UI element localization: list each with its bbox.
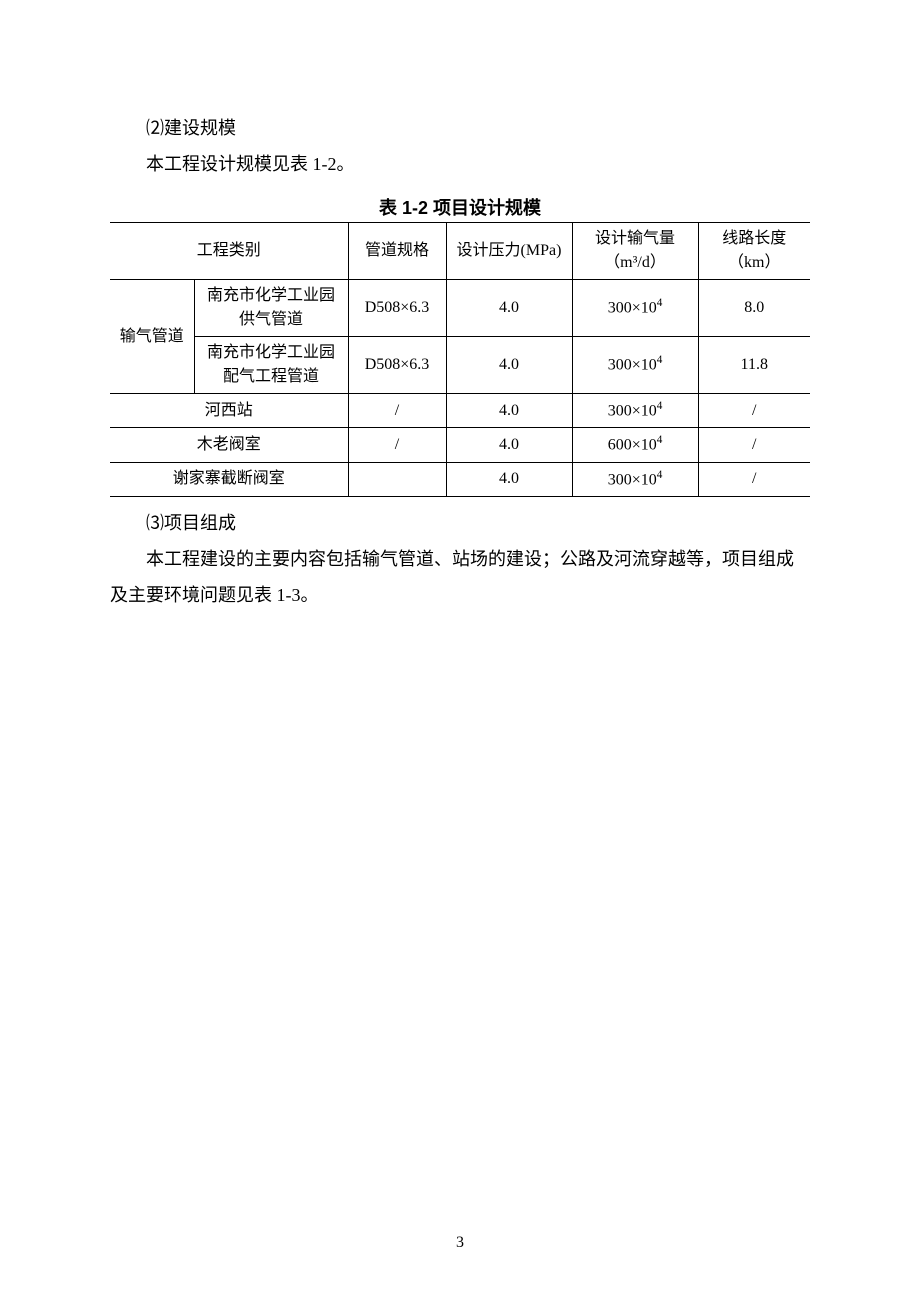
cell-flow-exp: 4 — [657, 469, 663, 481]
col-design-flow: 设计输气量 （m³/d） — [572, 223, 698, 280]
cell-length: 11.8 — [698, 337, 810, 394]
cell-name: 谢家寨截断阀室 — [110, 462, 348, 496]
col-design-flow-l2: （m³/d） — [604, 254, 666, 271]
cell-flow-pre: 300×10 — [608, 471, 657, 488]
col-line-length-l1: 线路长度 — [722, 230, 786, 247]
cell-pressure: 4.0 — [446, 337, 572, 394]
table-caption: 表 1-2 项目设计规模 — [110, 194, 810, 220]
cell-length: / — [698, 462, 810, 496]
paragraph-composition-body: 本工程建设的主要内容包括输气管道、站场的建设；公路及河流穿越等，项目组成及主要环… — [110, 541, 810, 613]
cell-subcategory: 南充市化学工业园 配气工程管道 — [194, 337, 348, 394]
col-design-flow-l1: 设计输气量 — [595, 230, 675, 247]
paragraph-scale-ref: 本工程设计规模见表 1-2。 — [110, 146, 810, 182]
cell-flow: 600×104 — [572, 428, 698, 462]
cell-pressure: 4.0 — [446, 428, 572, 462]
cell-spec: / — [348, 428, 446, 462]
cell-pressure: 4.0 — [446, 280, 572, 337]
cell-length: 8.0 — [698, 280, 810, 337]
cell-flow: 300×104 — [572, 462, 698, 496]
cell-name: 木老阀室 — [110, 428, 348, 462]
table-row: 输气管道 南充市化学工业园 供气管道 D508×6.3 4.0 300×104 … — [110, 280, 810, 337]
cell-flow-exp: 4 — [657, 434, 663, 446]
page-number: 3 — [110, 1234, 810, 1252]
col-line-length-l2: （km） — [728, 254, 780, 271]
cell-spec: D508×6.3 — [348, 337, 446, 394]
table-row: 谢家寨截断阀室 4.0 300×104 / — [110, 462, 810, 496]
cell-spec: D508×6.3 — [348, 280, 446, 337]
cell-sub-l1: 南充市化学工业园 — [207, 287, 335, 304]
cell-spec: / — [348, 394, 446, 428]
table-row: 河西站 / 4.0 300×104 / — [110, 394, 810, 428]
cell-length: / — [698, 428, 810, 462]
cell-length: / — [698, 394, 810, 428]
col-pipe-spec: 管道规格 — [348, 223, 446, 280]
cell-pressure: 4.0 — [446, 394, 572, 428]
paragraph-composition-heading: ⑶项目组成 — [110, 505, 810, 541]
cell-sub-l2: 供气管道 — [239, 311, 303, 328]
cell-flow-pre: 300×10 — [608, 357, 657, 374]
col-design-pressure: 设计压力(MPa) — [446, 223, 572, 280]
table-row: 木老阀室 / 4.0 600×104 / — [110, 428, 810, 462]
cell-category-group: 输气管道 — [110, 280, 194, 394]
cell-sub-l1: 南充市化学工业园 — [207, 344, 335, 361]
cell-spec — [348, 462, 446, 496]
col-line-length: 线路长度 （km） — [698, 223, 810, 280]
cell-sub-l2: 配气工程管道 — [223, 368, 319, 385]
cell-flow-exp: 4 — [657, 400, 663, 412]
paragraph-scale-heading: ⑵建设规模 — [110, 110, 810, 146]
cell-subcategory: 南充市化学工业园 供气管道 — [194, 280, 348, 337]
cell-flow: 300×104 — [572, 394, 698, 428]
cell-pressure: 4.0 — [446, 462, 572, 496]
cell-name: 河西站 — [110, 394, 348, 428]
table-row: 南充市化学工业园 配气工程管道 D508×6.3 4.0 300×104 11.… — [110, 337, 810, 394]
design-scale-table: 工程类别 管道规格 设计压力(MPa) 设计输气量 （m³/d） 线路长度 （k… — [110, 222, 810, 497]
cell-flow-exp: 4 — [657, 297, 663, 309]
col-project-type: 工程类别 — [110, 223, 348, 280]
cell-flow: 300×104 — [572, 280, 698, 337]
page: ⑵建设规模 本工程设计规模见表 1-2。 表 1-2 项目设计规模 工程类别 管… — [0, 0, 920, 1302]
cell-flow-pre: 300×10 — [608, 402, 657, 419]
cell-flow-exp: 4 — [657, 354, 663, 366]
table-header-row: 工程类别 管道规格 设计压力(MPa) 设计输气量 （m³/d） 线路长度 （k… — [110, 223, 810, 280]
cell-flow: 300×104 — [572, 337, 698, 394]
cell-flow-pre: 300×10 — [608, 300, 657, 317]
cell-flow-pre: 600×10 — [608, 437, 657, 454]
